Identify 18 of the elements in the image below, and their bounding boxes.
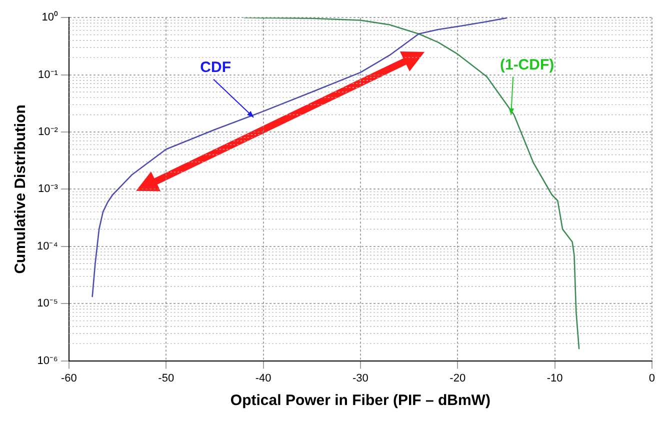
x-tick-label: -40	[255, 372, 272, 384]
y-tick-label: 10⁻¹	[38, 68, 58, 81]
y-tick-label: 10⁻²	[38, 126, 58, 138]
x-tick-label: -50	[158, 372, 174, 384]
y-tick-label: 10⁰	[42, 10, 58, 24]
y-tick-label: 10⁻³	[38, 183, 58, 196]
x-tick-label: 0	[648, 372, 656, 384]
y-tick-label: 10⁻⁵	[37, 298, 58, 310]
x-tick-label: -10	[546, 372, 563, 384]
x-tick-label: -60	[61, 372, 77, 384]
y-axis-title: Cumulative Distribution	[12, 104, 30, 274]
y-tick-label: 10⁻⁴	[36, 240, 58, 252]
x-tick-label: -30	[352, 372, 368, 384]
annotation: (1-CDF)	[500, 56, 554, 74]
x-axis-title: Optical Power in Fiber (PIF – dBmW)	[230, 392, 490, 410]
x-tick-label: -20	[450, 372, 466, 384]
y-tick-label: 10⁻⁶	[37, 354, 58, 367]
annotation: CDF	[200, 59, 231, 76]
